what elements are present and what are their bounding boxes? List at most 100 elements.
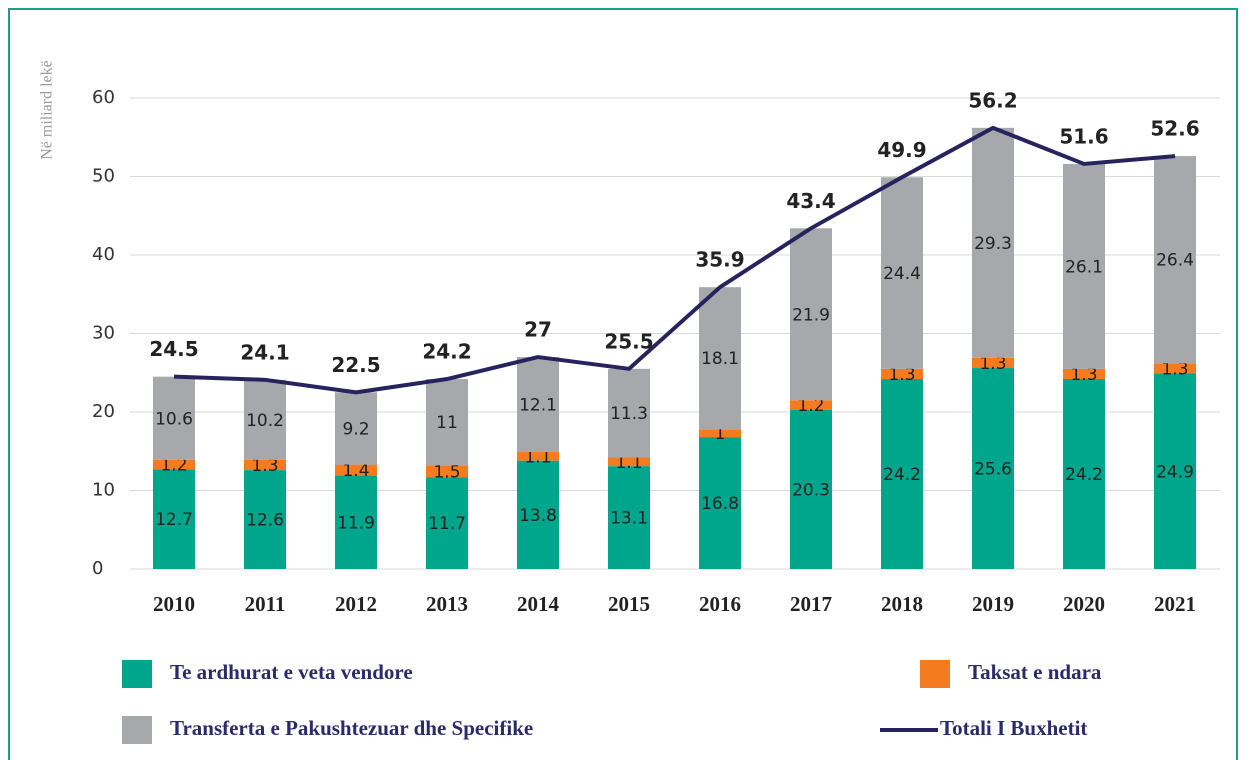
data-label: 24.9 (1156, 462, 1194, 482)
legend-swatch (920, 660, 950, 688)
data-label: 1.3 (1070, 365, 1097, 385)
bar-segment (426, 477, 468, 569)
data-label: 1.5 (433, 462, 460, 482)
y-axis-label: Në miliard lekë (39, 60, 56, 160)
bar-segment (244, 470, 286, 569)
bar-segment (426, 465, 468, 478)
data-label: 1 (715, 424, 726, 444)
data-label: 16.8 (701, 494, 739, 514)
data-label: 26.1 (1065, 257, 1103, 277)
data-label: 12.1 (519, 396, 557, 416)
bar-segment (244, 379, 286, 460)
legend-label: Totali I Buxhetit (940, 716, 1087, 740)
bar-segment (699, 287, 741, 430)
total-label: 24.2 (422, 340, 471, 364)
x-tick-label: 2011 (245, 592, 286, 616)
bar-segment (1063, 163, 1105, 369)
y-tick-label: 10 (92, 480, 115, 501)
legend-label: Te ardhurat e veta vendore (170, 660, 413, 684)
data-label: 11 (436, 413, 458, 433)
bar-segment (608, 466, 650, 569)
data-label: 25.6 (974, 460, 1012, 480)
bar-segment (699, 437, 741, 569)
data-label: 1.4 (342, 461, 369, 481)
legend-swatch (122, 660, 152, 688)
bar-segment (790, 400, 832, 410)
data-label: 9.2 (342, 419, 369, 439)
bar-segment (1154, 373, 1196, 569)
data-label: 10.6 (155, 409, 193, 429)
x-tick-label: 2021 (1154, 592, 1196, 616)
bar-segment (153, 459, 195, 470)
bar-segment (426, 379, 468, 466)
total-label: 24.1 (240, 340, 289, 364)
legend-swatch (122, 716, 152, 744)
bar-segment (881, 177, 923, 369)
data-label: 12.6 (246, 511, 284, 531)
bar-segment (335, 464, 377, 476)
x-tick-label: 2014 (517, 592, 560, 616)
data-label: 29.3 (974, 234, 1012, 254)
bar-segment (790, 228, 832, 401)
total-label: 49.9 (877, 138, 926, 162)
bar-segment (1154, 363, 1196, 374)
bar-segment (335, 475, 377, 569)
legend-label: Transferta e Pakushtezuar dhe Specifike (170, 716, 533, 740)
y-tick-label: 20 (92, 401, 115, 422)
data-label: 1.3 (251, 456, 278, 476)
bar-segment (335, 392, 377, 465)
data-label: 1.3 (888, 365, 915, 385)
total-label: 22.5 (331, 353, 380, 377)
data-label: 1.2 (797, 396, 824, 416)
x-tick-label: 2015 (608, 592, 650, 616)
data-label: 24.2 (1065, 465, 1103, 485)
data-label: 1.1 (615, 453, 642, 473)
y-tick-label: 40 (92, 244, 115, 265)
y-tick-label: 50 (92, 166, 115, 187)
data-label: 20.3 (792, 480, 830, 500)
bar-segment (972, 127, 1014, 358)
bar-segment (881, 368, 923, 380)
bar-segment (1063, 379, 1105, 569)
data-label: 1.3 (979, 354, 1006, 374)
x-tick-label: 2018 (881, 592, 923, 616)
y-tick-label: 0 (92, 558, 103, 579)
data-label: 13.8 (519, 506, 557, 526)
x-tick-label: 2016 (699, 592, 741, 616)
total-label: 27 (524, 318, 552, 342)
data-label: 11.9 (337, 513, 375, 533)
data-label: 24.4 (883, 264, 921, 284)
data-label: 11.3 (610, 404, 648, 424)
legend-label: Taksat e ndara (968, 660, 1102, 684)
bar-segment (153, 469, 195, 569)
bar-segment (790, 409, 832, 569)
bar-segment (699, 429, 741, 438)
bar-segment (244, 459, 286, 471)
y-tick-label: 60 (92, 87, 115, 108)
data-label: 24.2 (883, 465, 921, 485)
data-label: 1.2 (160, 456, 187, 476)
total-label: 25.5 (604, 329, 653, 353)
data-label: 13.1 (610, 509, 648, 529)
total-line (173, 125, 1176, 395)
x-tick-label: 2017 (790, 592, 832, 616)
data-label: 18.1 (701, 349, 739, 369)
total-label: 52.6 (1150, 117, 1199, 141)
y-tick-label: 30 (92, 323, 115, 344)
data-label: 12.7 (155, 510, 193, 530)
x-tick-label: 2019 (972, 592, 1014, 616)
bar-segment (972, 368, 1014, 569)
bar-segment (1063, 368, 1105, 380)
bar-segment (608, 457, 650, 467)
x-tick-label: 2020 (1063, 592, 1105, 616)
total-label: 43.4 (786, 189, 835, 213)
data-label: 1.3 (1161, 359, 1188, 379)
total-label: 35.9 (695, 248, 744, 272)
bar-segment (517, 460, 559, 569)
data-label: 26.4 (1156, 251, 1194, 271)
x-tick-label: 2010 (153, 592, 195, 616)
x-tick-label: 2012 (335, 592, 377, 616)
bar-segment (517, 357, 559, 453)
bar-segment (153, 376, 195, 460)
